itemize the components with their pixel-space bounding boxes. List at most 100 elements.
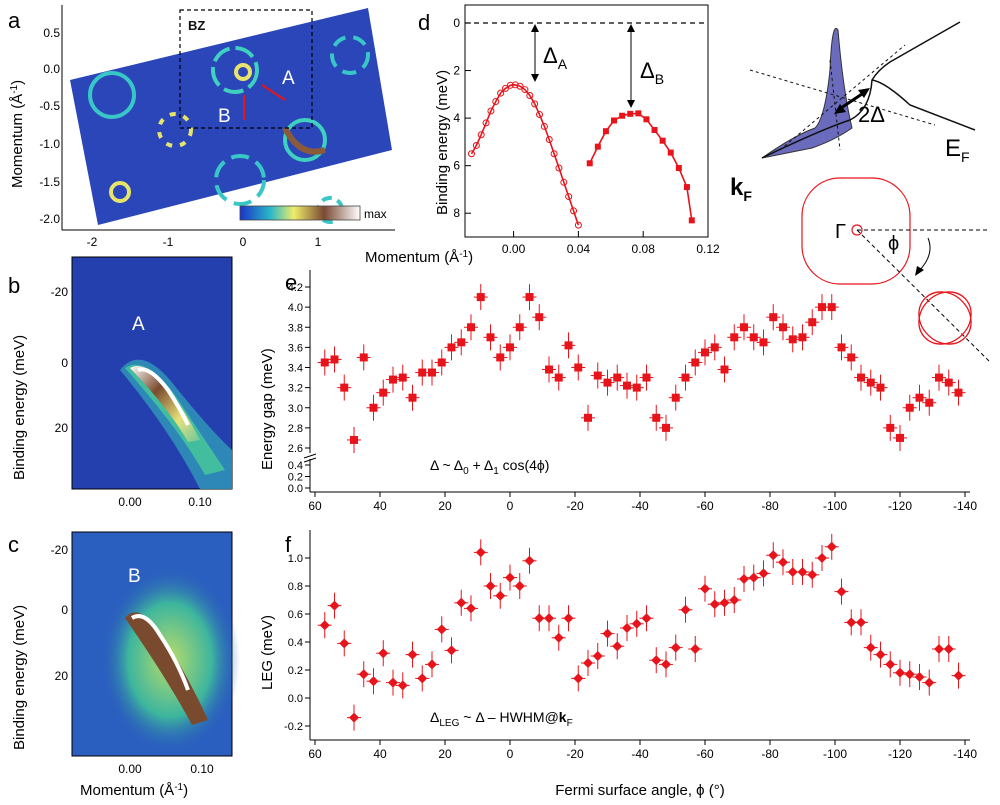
panel-c-ytick: 20 bbox=[55, 669, 69, 683]
data-point bbox=[544, 613, 554, 624]
data-point bbox=[485, 581, 496, 591]
y-tick-label: 3.0 bbox=[288, 403, 303, 415]
data-point bbox=[495, 590, 506, 601]
data-point bbox=[592, 651, 603, 661]
data-point bbox=[719, 597, 730, 608]
data-point bbox=[807, 569, 818, 580]
panel-d-axes: 0 2 4 6 8 0.00 0.04 0.08 0.12 bbox=[453, 16, 720, 256]
y-tick-label: 3.2 bbox=[288, 383, 303, 395]
data-point bbox=[467, 323, 475, 332]
data-point bbox=[700, 583, 710, 594]
data-point bbox=[389, 375, 397, 384]
data-point bbox=[827, 303, 836, 312]
data-point bbox=[749, 333, 758, 342]
data-point bbox=[506, 343, 514, 352]
y-tick-label: 0.4 bbox=[288, 637, 303, 649]
panel-e-marks bbox=[317, 284, 966, 453]
series-B-point bbox=[643, 116, 650, 123]
series-A-point bbox=[497, 89, 505, 97]
series-B-point bbox=[611, 117, 618, 124]
data-point bbox=[446, 645, 457, 656]
x-tick-label: 20 bbox=[438, 747, 452, 761]
panel-d-marks bbox=[467, 81, 695, 229]
data-point bbox=[319, 620, 330, 631]
data-point bbox=[496, 353, 505, 362]
data-point bbox=[612, 641, 623, 652]
x-tick-label: -20 bbox=[566, 499, 584, 513]
x-tick-label: 60 bbox=[308, 747, 322, 761]
panel-d-xtick: 0.08 bbox=[632, 242, 656, 256]
data-point bbox=[563, 613, 574, 624]
series-A-point bbox=[545, 136, 553, 144]
data-point bbox=[476, 293, 485, 302]
panel-e-formula: Δ ~ Δ0 + Δ1 cos(4ϕ) bbox=[430, 457, 549, 477]
data-point bbox=[875, 649, 886, 660]
panel-a-yaxis: 0.5 0.0 -0.5 -1.0 -1.5 -2.0 Momentum (Å-… bbox=[9, 5, 63, 230]
data-point bbox=[358, 669, 369, 680]
series-A-point bbox=[506, 81, 514, 89]
data-point bbox=[593, 371, 602, 380]
y-tick-label: 0.0 bbox=[288, 483, 303, 495]
panel-a-xtick: 1 bbox=[315, 235, 322, 249]
bz-box bbox=[179, 9, 313, 129]
panel-b-ytick: -20 bbox=[51, 285, 69, 299]
panel-a-ytick: -0.5 bbox=[39, 99, 60, 113]
data-point bbox=[602, 628, 613, 639]
data-point bbox=[934, 644, 944, 654]
panel-d-xtick: 0.00 bbox=[502, 242, 526, 256]
panel-d-label: d bbox=[418, 10, 430, 35]
spectral-peak bbox=[761, 27, 853, 159]
series-B-point bbox=[659, 137, 666, 144]
data-point bbox=[545, 365, 553, 374]
data-point bbox=[349, 712, 359, 723]
panel-f-ylabel: LEG (meV) bbox=[259, 615, 276, 690]
panel-f-formula: ΔLEG ~ Δ – HWHM@kF bbox=[430, 709, 573, 729]
panel-e-axes: 60 40 20 0 -20 -40 -60 -80 -100 -120 -140 0.00.20.4… bbox=[288, 270, 977, 513]
data-point bbox=[914, 672, 925, 682]
panel-d-ytick: 4 bbox=[453, 111, 460, 125]
bz-label: BZ bbox=[188, 18, 205, 33]
data-point bbox=[670, 642, 681, 653]
colorbar-max: max bbox=[364, 207, 387, 221]
data-point bbox=[865, 642, 876, 653]
panel-b-xtick: 0.10 bbox=[188, 495, 212, 509]
panel-d: d 0 2 4 6 8 0.00 0.04 0.08 0.12 ΔA ΔB Binding en… bbox=[365, 4, 720, 266]
data-point bbox=[701, 348, 709, 357]
data-point bbox=[729, 595, 740, 605]
series-A-point bbox=[550, 150, 558, 158]
panel-e-ylabel: Energy gap (meV) bbox=[259, 348, 276, 470]
data-point bbox=[662, 423, 670, 432]
data-point bbox=[826, 541, 837, 552]
data-point bbox=[369, 403, 378, 412]
data-point bbox=[505, 572, 515, 583]
series-A-point bbox=[540, 122, 548, 130]
cut-a-arrow bbox=[261, 84, 286, 101]
panel-c-xtick: 0.00 bbox=[118, 762, 142, 776]
data-point bbox=[457, 338, 466, 347]
data-point bbox=[886, 423, 895, 432]
panel-a-ytick: -1.0 bbox=[39, 137, 60, 151]
series-A-point bbox=[492, 97, 500, 105]
panel-a-ytick: 0.5 bbox=[43, 26, 60, 40]
axis-break-mark bbox=[303, 457, 317, 463]
panel-b-ytick: 20 bbox=[55, 421, 69, 435]
data-point bbox=[359, 353, 368, 362]
y-tick-label: 0.8 bbox=[288, 581, 303, 593]
gap-schematic: 2Δ EF kF Γ ϕ bbox=[730, 21, 991, 363]
x-tick-label: -140 bbox=[953, 747, 977, 761]
data-point bbox=[514, 581, 525, 591]
series-A-point bbox=[526, 92, 534, 100]
series-A-point bbox=[521, 86, 529, 94]
series-A-point bbox=[516, 82, 524, 90]
data-point bbox=[651, 655, 662, 666]
data-point bbox=[436, 624, 447, 635]
data-point bbox=[769, 313, 778, 322]
series-A-point bbox=[565, 193, 573, 201]
data-point bbox=[456, 597, 467, 608]
band-a bbox=[130, 366, 200, 442]
panel-a-xtick: -1 bbox=[163, 235, 174, 249]
data-point bbox=[808, 318, 817, 327]
panel-b-label: b bbox=[8, 273, 20, 298]
data-point bbox=[437, 358, 446, 367]
panel-a-label: a bbox=[8, 8, 21, 33]
